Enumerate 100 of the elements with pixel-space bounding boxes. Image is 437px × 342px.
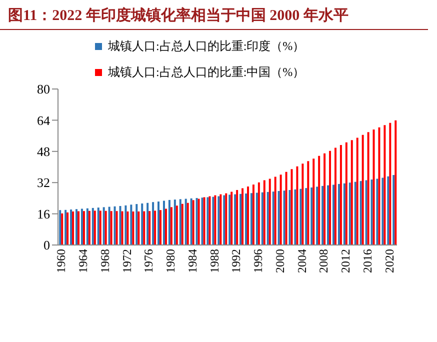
bar — [99, 210, 102, 245]
chart-title: 图11：2022 年印度城镇化率相当于中国 2000 年水平 — [0, 0, 428, 30]
x-tick-label: 1972 — [120, 249, 134, 273]
bar — [80, 208, 83, 245]
bar — [148, 211, 151, 245]
bar — [186, 202, 189, 245]
x-tick-label: 2008 — [316, 249, 331, 273]
bar — [360, 181, 362, 245]
bar — [372, 130, 375, 245]
bar — [290, 169, 293, 245]
bar — [86, 208, 88, 245]
bar — [234, 194, 236, 245]
bar — [327, 185, 330, 245]
bar — [168, 200, 170, 245]
bar — [130, 204, 132, 245]
bar — [66, 212, 69, 245]
bar — [378, 127, 380, 245]
bar — [160, 210, 162, 245]
x-tick-label: 1992 — [229, 249, 244, 273]
bar — [261, 192, 264, 245]
bar — [236, 190, 238, 245]
bar — [318, 156, 320, 245]
x-tick-label: 1996 — [251, 249, 266, 273]
bar — [162, 200, 165, 245]
bar — [179, 199, 182, 245]
bar — [300, 188, 302, 245]
bar — [376, 178, 378, 245]
bar — [97, 208, 100, 245]
bar — [350, 140, 353, 245]
bar — [141, 203, 144, 245]
y-tick-label: 64 — [37, 112, 50, 128]
bar — [136, 204, 138, 245]
bar — [296, 166, 298, 245]
x-tick-label: 1964 — [76, 249, 90, 273]
y-tick-label: 16 — [37, 206, 50, 222]
bar — [310, 187, 313, 245]
x-tick-label: 1988 — [207, 249, 222, 273]
x-tick-label: 2020 — [382, 249, 396, 273]
bar — [278, 190, 280, 245]
bar — [345, 142, 348, 245]
bar — [280, 174, 282, 245]
bar — [88, 210, 90, 245]
bar — [367, 132, 370, 245]
y-tick-label: 48 — [37, 144, 50, 160]
bar — [92, 208, 94, 245]
bar — [338, 184, 340, 245]
bar — [170, 207, 172, 245]
bar — [242, 188, 244, 245]
bar — [164, 208, 167, 245]
x-tick-label: 1960 — [54, 249, 68, 273]
bar — [387, 176, 390, 245]
y-tick-label: 32 — [37, 175, 50, 190]
bar — [108, 206, 110, 245]
bar — [294, 189, 296, 245]
bar — [102, 207, 105, 245]
bar — [114, 206, 116, 245]
bar — [316, 186, 318, 245]
bar — [305, 188, 308, 245]
bar — [75, 209, 78, 245]
bar — [176, 206, 178, 245]
bar — [184, 198, 187, 245]
bar — [138, 211, 140, 245]
bar — [394, 120, 397, 245]
y-tick-label: 0 — [44, 238, 50, 253]
bar — [244, 194, 247, 245]
bar — [119, 206, 122, 245]
bar — [174, 200, 176, 245]
y-tick-label: 80 — [37, 82, 50, 97]
bar — [343, 183, 346, 245]
bar — [82, 211, 85, 245]
x-tick-label: 2016 — [360, 249, 374, 273]
bar — [329, 150, 332, 245]
x-tick-label: 2004 — [294, 249, 309, 273]
bar — [302, 164, 304, 245]
bar — [181, 204, 184, 245]
bar — [110, 211, 112, 245]
bar — [230, 192, 233, 245]
bar — [126, 211, 129, 245]
bar — [240, 194, 242, 245]
bar — [94, 210, 96, 245]
bar — [250, 193, 252, 245]
bar — [263, 180, 266, 245]
bar — [312, 158, 315, 245]
bar — [274, 176, 276, 245]
bar — [246, 186, 249, 245]
bar — [154, 210, 156, 245]
x-tick-label: 2000 — [272, 249, 287, 273]
bar — [59, 210, 62, 245]
bar — [132, 211, 134, 245]
bar — [152, 202, 154, 245]
bar — [228, 194, 231, 245]
x-tick-label: 1984 — [185, 249, 200, 273]
bar — [116, 211, 118, 245]
bar — [307, 161, 310, 245]
bar — [392, 174, 395, 245]
bar — [356, 138, 358, 245]
bar — [283, 190, 286, 245]
bar — [365, 180, 368, 245]
bar — [362, 134, 364, 245]
bar — [348, 182, 351, 245]
